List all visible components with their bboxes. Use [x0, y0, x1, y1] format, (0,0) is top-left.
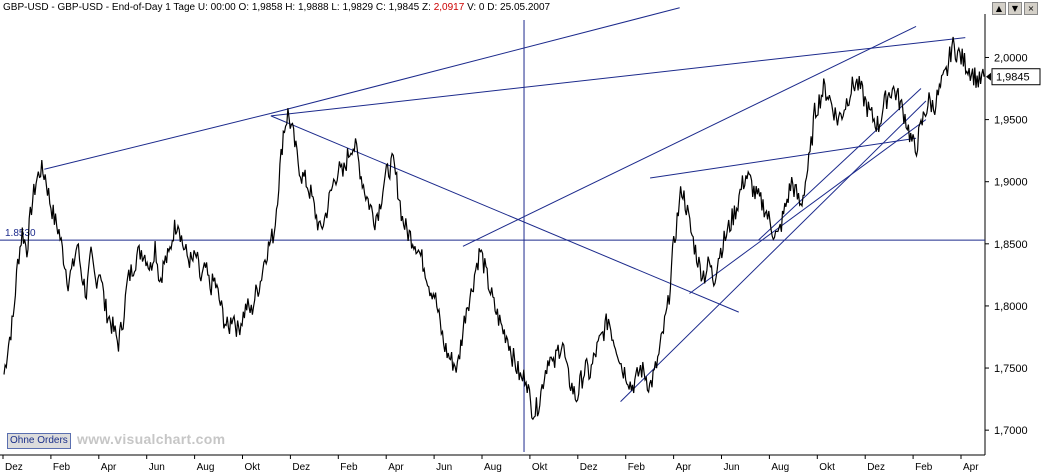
- z-label: Z:: [422, 2, 431, 13]
- orders-button[interactable]: Ohne Orders: [7, 433, 71, 449]
- trendline: [620, 100, 927, 402]
- x-tick-label: Aug: [771, 462, 789, 473]
- volume-label: V:: [467, 2, 477, 13]
- trendline: [758, 88, 922, 241]
- x-tick-label: Apr: [388, 462, 404, 473]
- x-tick-label: Aug: [197, 462, 215, 473]
- trendline: [462, 25, 917, 247]
- x-tick-label: Aug: [484, 462, 502, 473]
- x-tick-label: Apr: [101, 462, 117, 473]
- y-tick-label: 1,9000: [994, 177, 1028, 189]
- u-value: 00:00: [210, 2, 236, 13]
- trendline: [689, 119, 927, 294]
- x-tick-label: Okt: [245, 462, 261, 473]
- period-label: End-of-Day 1 Tage: [111, 2, 196, 13]
- x-tick-label: Dez: [292, 462, 310, 473]
- low-label: L:: [331, 2, 340, 13]
- date-label: D:: [487, 2, 498, 13]
- u-label: U:: [197, 2, 208, 13]
- x-tick-label: Feb: [53, 462, 71, 473]
- scroll-down-button[interactable]: ▼: [1008, 2, 1022, 15]
- x-tick-label: Dez: [5, 462, 23, 473]
- trendline: [270, 7, 680, 114]
- symbol-label: GBP-USD: [3, 2, 49, 13]
- x-tick-label: Apr: [963, 462, 979, 473]
- x-tick-label: Feb: [340, 462, 358, 473]
- x-tick-label: Feb: [915, 462, 933, 473]
- y-tick-label: 1,8000: [994, 301, 1028, 313]
- last-price-arrow: [986, 72, 991, 81]
- x-tick-label: Dez: [580, 462, 598, 473]
- chart-header: GBP-USD - GBP-USD - End-of-Day 1 Tage U:…: [3, 2, 551, 13]
- close-button[interactable]: ×: [1024, 2, 1038, 15]
- open-label: O:: [238, 2, 250, 13]
- x-tick-label: Jun: [436, 462, 452, 473]
- support-line-label: 1.8530: [5, 228, 36, 239]
- last-price-label: 1,9845: [996, 72, 1030, 84]
- x-tick-label: Feb: [628, 462, 646, 473]
- close-label: C:: [375, 2, 386, 13]
- last-price-box: [991, 68, 1041, 86]
- watermark-logo: www.visualchart.com: [77, 431, 226, 447]
- y-tick-label: 1,9500: [994, 115, 1028, 127]
- x-tick-label: Okt: [532, 462, 548, 473]
- open-value: 1,9858: [251, 2, 283, 13]
- low-value: 1,9829: [342, 2, 374, 13]
- x-tick-label: Jun: [149, 462, 165, 473]
- x-tick-label: Jun: [724, 462, 740, 473]
- y-tick-label: 1,7500: [994, 363, 1028, 375]
- trendline: [650, 137, 917, 179]
- trendline: [270, 115, 739, 313]
- x-tick-label: Apr: [676, 462, 692, 473]
- y-tick-label: 2,0000: [994, 52, 1028, 64]
- high-label: H:: [285, 2, 296, 13]
- close-value: 1,9845: [388, 2, 420, 13]
- trendline: [270, 37, 966, 117]
- window-controls: ▲ ▼ ×: [992, 2, 1038, 15]
- y-tick-label: 1,7000: [994, 425, 1028, 437]
- trendline: [44, 112, 271, 170]
- price-line: [3, 36, 985, 421]
- x-tick-label: Okt: [819, 462, 835, 473]
- z-value: 2,0917: [433, 2, 465, 13]
- scroll-up-button[interactable]: ▲: [992, 2, 1006, 15]
- date-value: 25.05.2007: [500, 2, 551, 13]
- high-value: 1,9888: [297, 2, 329, 13]
- symbol-name: GBP-USD: [57, 2, 104, 13]
- y-tick-label: 1,8500: [994, 239, 1028, 251]
- volume-value: 0: [478, 2, 485, 13]
- x-tick-label: Dez: [867, 462, 885, 473]
